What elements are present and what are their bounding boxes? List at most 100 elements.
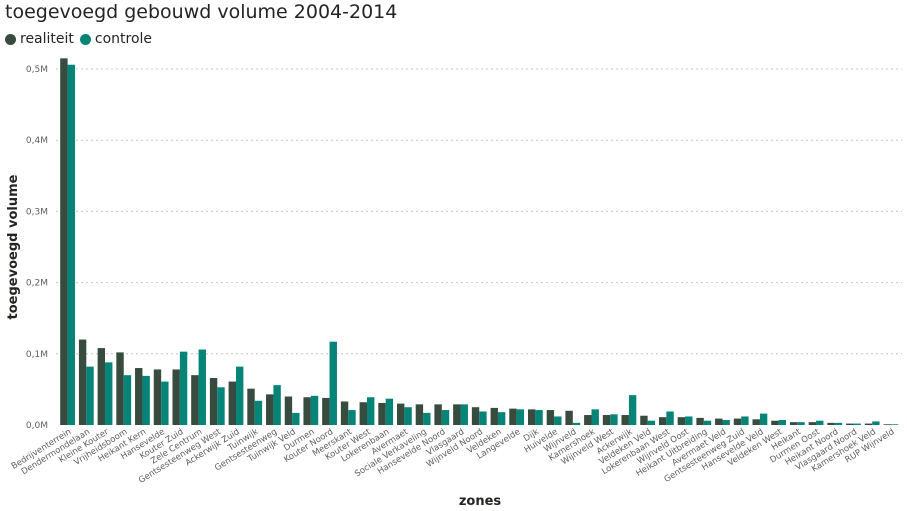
bar-controle[interactable] [591, 409, 599, 425]
bar-realiteit[interactable] [715, 418, 723, 425]
bar-realiteit[interactable] [153, 369, 162, 425]
bar-controle[interactable] [778, 420, 787, 425]
bar-controle[interactable] [535, 410, 543, 425]
y-axis-title: toegevoegd volume [6, 174, 21, 319]
bar-controle[interactable] [105, 362, 113, 425]
bar-controle[interactable] [254, 400, 263, 425]
bar-controle[interactable] [404, 407, 412, 425]
bar-realiteit[interactable] [209, 378, 218, 425]
y-tick-label: 0,5M [26, 65, 48, 75]
bar-realiteit[interactable] [696, 417, 704, 425]
bar-realiteit[interactable] [135, 368, 143, 425]
bar-controle[interactable] [816, 420, 824, 425]
x-axis-title: zones [459, 494, 502, 509]
bar-realiteit[interactable] [864, 423, 873, 425]
bar-controle[interactable] [385, 398, 394, 425]
bar-realiteit[interactable] [453, 404, 461, 425]
bar-realiteit[interactable] [733, 418, 742, 425]
bar-controle[interactable] [292, 412, 300, 425]
bar-realiteit[interactable] [565, 410, 573, 425]
bar-realiteit[interactable] [808, 422, 817, 425]
bar-realiteit[interactable] [584, 415, 592, 425]
bar-realiteit[interactable] [78, 339, 87, 425]
bar-realiteit[interactable] [789, 422, 798, 425]
bar-realiteit[interactable] [621, 415, 629, 425]
bar-realiteit[interactable] [827, 422, 835, 425]
legend-item-controle[interactable]: controle [79, 31, 153, 47]
bar-controle[interactable] [142, 375, 150, 425]
bar-controle[interactable] [460, 404, 468, 425]
bar-realiteit[interactable] [883, 424, 891, 425]
bar-controle[interactable] [198, 349, 206, 425]
bar-controle[interactable] [797, 422, 805, 425]
bar-realiteit[interactable] [677, 417, 686, 425]
bar-controle[interactable] [834, 422, 843, 425]
bar-realiteit[interactable] [846, 423, 854, 425]
bar-realiteit[interactable] [602, 415, 611, 425]
bar-realiteit[interactable] [60, 58, 68, 425]
bar-realiteit[interactable] [752, 419, 760, 425]
bar-controle[interactable] [348, 410, 356, 425]
bar-controle[interactable] [441, 410, 450, 425]
bar-realiteit[interactable] [509, 408, 517, 425]
bar-controle[interactable] [86, 366, 94, 425]
bar-controle[interactable] [329, 341, 337, 425]
legend-label-controle: controle [94, 31, 153, 47]
y-tick-label: 0,3M [26, 207, 48, 217]
bar-controle[interactable] [123, 375, 132, 425]
bar-controle[interactable] [236, 366, 244, 425]
gridlines [56, 68, 902, 355]
bar-controle[interactable] [722, 420, 730, 425]
bar-controle[interactable] [872, 421, 880, 425]
bar-controle[interactable] [516, 409, 525, 425]
bar-realiteit[interactable] [116, 352, 124, 425]
bar-realiteit[interactable] [527, 409, 536, 425]
bar-realiteit[interactable] [490, 407, 498, 425]
bar-controle[interactable] [554, 416, 562, 425]
bar-realiteit[interactable] [172, 369, 180, 425]
bar-controle[interactable] [161, 381, 169, 425]
legend-marker-realiteit [5, 33, 16, 45]
bar-controle[interactable] [741, 416, 749, 425]
bar-controle[interactable] [890, 424, 899, 425]
bar-controle[interactable] [366, 397, 375, 425]
bar-realiteit[interactable] [378, 402, 386, 425]
bar-realiteit[interactable] [546, 410, 555, 425]
bar-realiteit[interactable] [434, 404, 442, 425]
bar-controle[interactable] [647, 420, 656, 425]
bar-controle[interactable] [67, 64, 75, 425]
bar-controle[interactable] [685, 416, 693, 425]
bar-controle[interactable] [610, 414, 618, 425]
bar-realiteit[interactable] [340, 401, 349, 426]
bar-realiteit[interactable] [284, 396, 293, 425]
bar-realiteit[interactable] [322, 397, 330, 425]
bar-controle[interactable] [310, 395, 319, 425]
bar-realiteit[interactable] [247, 388, 255, 425]
bar-realiteit[interactable] [658, 417, 667, 425]
bar-realiteit[interactable] [397, 403, 405, 425]
bar-realiteit[interactable] [640, 415, 648, 425]
bar-controle[interactable] [759, 413, 768, 425]
bar-controle[interactable] [628, 395, 637, 425]
bar-controle[interactable] [479, 411, 487, 425]
bar-realiteit[interactable] [303, 397, 311, 425]
bar-realiteit[interactable] [771, 420, 779, 425]
bar-realiteit[interactable] [191, 375, 199, 425]
bar-realiteit[interactable] [266, 394, 274, 425]
bar-realiteit[interactable] [228, 381, 236, 425]
bar-controle[interactable] [273, 385, 281, 425]
bar-controle[interactable] [666, 411, 674, 425]
bar-realiteit[interactable] [471, 407, 480, 425]
bar-controle[interactable] [217, 387, 225, 425]
bar-controle[interactable] [853, 423, 861, 425]
bar-controle[interactable] [572, 422, 581, 425]
bar-realiteit[interactable] [359, 402, 367, 425]
bar-controle[interactable] [703, 420, 712, 425]
bar-realiteit[interactable] [97, 348, 106, 425]
bar-controle[interactable] [423, 412, 431, 425]
bar-controle[interactable] [497, 412, 506, 425]
legend-item-realiteit[interactable]: realiteit [5, 31, 74, 47]
bar-controle[interactable] [179, 351, 188, 425]
bar-realiteit[interactable] [415, 404, 424, 425]
